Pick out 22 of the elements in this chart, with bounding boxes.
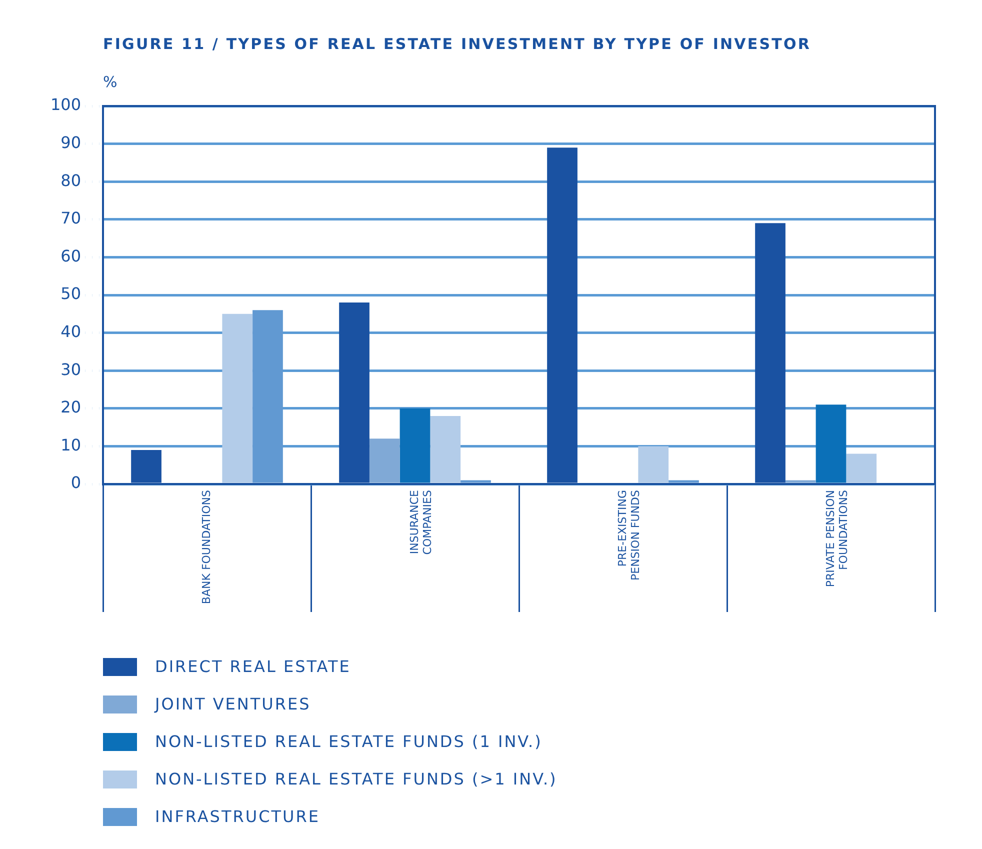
legend-label: NON-LISTED REAL ESTATE FUNDS (>1 INV.) xyxy=(155,770,558,789)
legend-label: INFRASTRUCTURE xyxy=(155,807,320,826)
y-tick-label: 40 xyxy=(60,322,81,341)
y-tick-label: 50 xyxy=(60,284,81,304)
y-axis-title: % xyxy=(103,73,118,91)
x-tick-label: INSURANCE COMPANIES xyxy=(408,490,434,555)
chart-title: FIGURE 11 / TYPES OF REAL ESTATE INVESTMENT BY TYPE OF INVESTOR xyxy=(103,35,811,53)
y-tick-label: 70 xyxy=(60,208,81,228)
legend-label: JOINT VENTURES xyxy=(154,694,311,714)
y-tick-label: 30 xyxy=(60,360,81,379)
y-tick-label: 0 xyxy=(70,473,81,492)
legend-label: NON-LISTED REAL ESTATE FUNDS (1 INV.) xyxy=(155,732,542,752)
legend-label: DIRECT REAL ESTATE xyxy=(155,657,351,676)
y-tick-label: 10 xyxy=(60,435,81,454)
y-tick-label: 90 xyxy=(60,132,81,152)
y-tick-label: 20 xyxy=(60,398,81,417)
x-tick-label: BANK FOUNDATIONS xyxy=(200,490,213,604)
y-tick-label: 60 xyxy=(60,246,81,266)
y-tick-label: 100 xyxy=(50,95,81,114)
x-tick-label: PRIVATE PENSION FOUNDATIONS xyxy=(824,490,850,588)
y-tick-label: 80 xyxy=(60,170,81,190)
x-tick-label: PRE-EXISTING PENSION FUNDS xyxy=(616,490,642,580)
